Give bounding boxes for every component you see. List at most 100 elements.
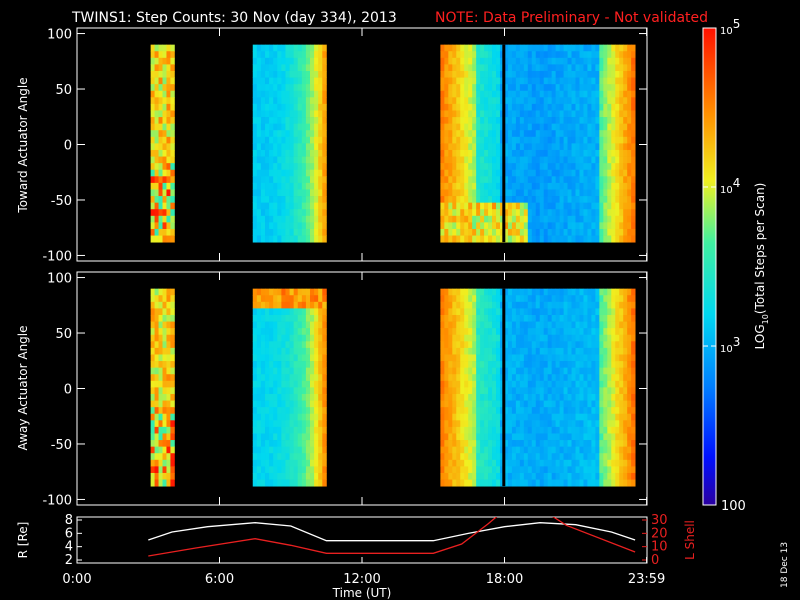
y-tick-label: -100 <box>42 493 72 508</box>
heatmap-cell <box>277 347 282 355</box>
heatmap-cell <box>456 407 461 415</box>
heatmap-cell <box>252 169 258 177</box>
heatmap-cell <box>154 380 159 388</box>
heatmap-cell <box>591 407 596 415</box>
heatmap-cell <box>511 354 517 362</box>
heatmap-cell <box>440 301 445 309</box>
heatmap-cell <box>555 328 561 336</box>
heatmap-cell <box>547 479 553 487</box>
heatmap-cell <box>539 466 545 474</box>
heatmap-cell <box>293 466 299 474</box>
heatmap-cell <box>591 374 596 382</box>
heatmap-cell <box>154 413 159 421</box>
heatmap-cell <box>170 367 175 375</box>
heatmap-cell <box>297 182 303 190</box>
heatmap-cell <box>623 407 628 415</box>
heatmap-cell <box>480 57 485 65</box>
heatmap-cell <box>615 288 620 296</box>
heatmap-cell <box>623 117 628 125</box>
heatmap-cell <box>484 51 489 59</box>
heatmap-cell <box>531 84 537 92</box>
heatmap-cell <box>496 77 501 85</box>
heatmap-cell <box>440 295 445 303</box>
heatmap-cell <box>531 479 537 487</box>
heatmap-cell <box>150 420 155 428</box>
heatmap-cell <box>519 420 525 428</box>
heatmap-cell <box>440 459 445 467</box>
heatmap-cell <box>162 77 167 85</box>
heatmap-cell <box>273 420 278 428</box>
heatmap-cell <box>273 440 278 448</box>
heatmap-cell <box>452 446 457 454</box>
heatmap-cell <box>322 407 327 415</box>
heatmap-cell <box>476 374 481 382</box>
heatmap-cell <box>158 380 163 388</box>
heatmap-cell <box>444 235 449 243</box>
preliminary-note: NOTE: Data Preliminary - Not validated <box>435 10 708 26</box>
heatmap-cell <box>260 97 266 105</box>
heatmap-cell <box>480 136 485 144</box>
heatmap-cell <box>619 110 624 118</box>
heatmap-cell <box>269 407 274 415</box>
heatmap-cell <box>277 354 282 362</box>
heatmap-cell <box>468 215 473 223</box>
heatmap-cell <box>456 169 461 177</box>
heatmap-cell <box>322 413 327 421</box>
heatmap-cell <box>285 472 290 480</box>
heatmap-cell <box>611 347 616 355</box>
heatmap-cell <box>472 169 477 177</box>
heatmap-cell <box>154 169 159 177</box>
heatmap-cell <box>507 459 513 467</box>
heatmap-cell <box>547 176 553 184</box>
heatmap-cell <box>575 44 580 52</box>
heatmap-cell <box>575 97 580 105</box>
heatmap-cell <box>515 202 521 210</box>
heatmap-cell <box>547 117 553 125</box>
heatmap-cell <box>468 209 473 217</box>
heatmap-cell <box>293 453 299 461</box>
heatmap-cell <box>595 387 600 395</box>
heatmap-cell <box>579 209 584 217</box>
heatmap-cell <box>519 149 525 157</box>
heatmap-cell <box>464 479 469 487</box>
heatmap-cell <box>480 334 485 342</box>
heatmap-cell <box>563 130 568 138</box>
heatmap-cell <box>281 196 286 204</box>
heatmap-cell <box>547 295 553 303</box>
heatmap-cell <box>527 295 533 303</box>
heatmap-cell <box>567 156 572 164</box>
heatmap-cell <box>615 235 620 243</box>
heatmap-cell <box>472 314 477 322</box>
heatmap-cell <box>619 334 624 342</box>
heatmap-cell <box>631 117 636 125</box>
heatmap-cell <box>285 361 290 369</box>
heatmap-cell <box>293 51 299 59</box>
heatmap-cell <box>551 130 557 138</box>
heatmap-cell <box>476 354 481 362</box>
heatmap-cell <box>301 334 307 342</box>
heatmap-cell <box>301 321 307 329</box>
heatmap-cell <box>440 334 445 342</box>
heatmap-cell <box>456 367 461 375</box>
heatmap-cell <box>269 413 274 421</box>
heatmap-cell <box>555 77 561 85</box>
heatmap-cell <box>627 103 632 111</box>
heatmap-cell <box>631 202 636 210</box>
heatmap-cell <box>273 380 278 388</box>
heatmap-cell <box>170 321 175 329</box>
heatmap-cell <box>595 446 600 454</box>
heatmap-cell <box>535 334 541 342</box>
heatmap-cell <box>322 149 327 157</box>
heatmap-cell <box>464 288 469 296</box>
heatmap-cell <box>318 84 323 92</box>
heatmap-cell <box>511 57 517 65</box>
heatmap-cell <box>484 387 489 395</box>
heatmap-cell <box>519 215 525 223</box>
heatmap-cell <box>310 196 315 204</box>
heatmap-cell <box>452 176 457 184</box>
heatmap-cell <box>452 228 457 236</box>
r-distance-line <box>148 522 636 542</box>
heatmap-cell <box>277 156 282 164</box>
heatmap-cell <box>492 400 497 408</box>
